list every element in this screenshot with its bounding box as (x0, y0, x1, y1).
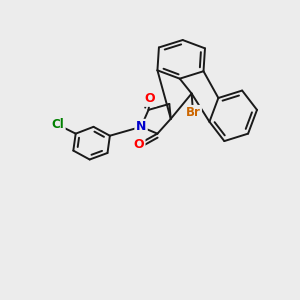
Text: O: O (145, 92, 155, 105)
Text: Br: Br (186, 106, 200, 119)
Text: Cl: Cl (52, 118, 64, 131)
Text: N: N (136, 120, 146, 133)
Text: O: O (134, 138, 144, 151)
